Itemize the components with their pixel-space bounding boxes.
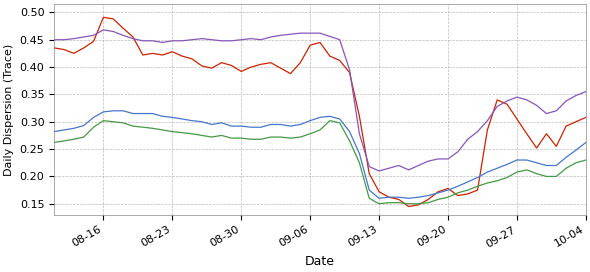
- X-axis label: Date: Date: [305, 255, 335, 268]
- Y-axis label: Daily Dispersion (Trace): Daily Dispersion (Trace): [4, 43, 14, 175]
